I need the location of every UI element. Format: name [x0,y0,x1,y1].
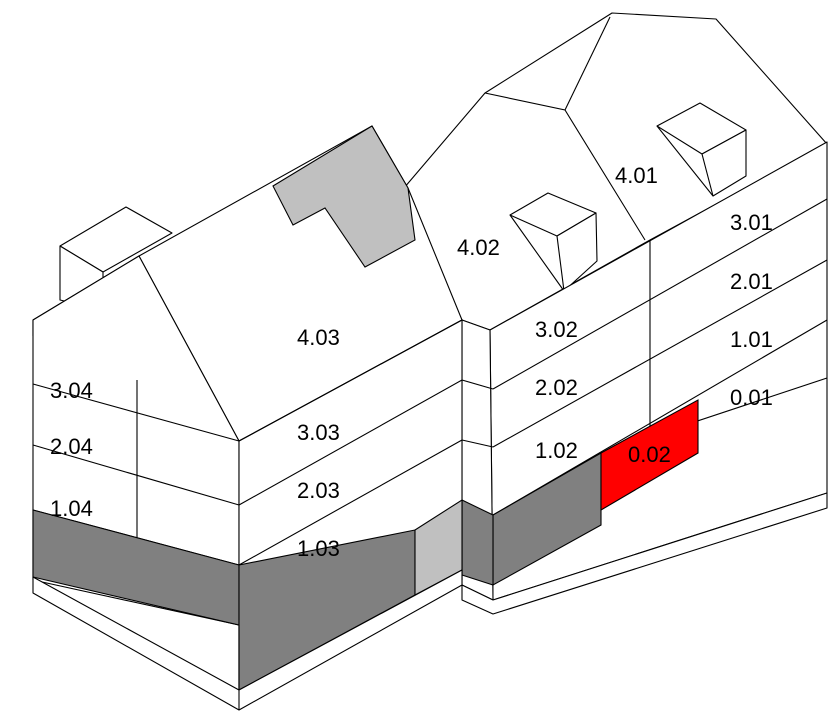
unit-4-01-label: 4.01 [615,163,658,188]
unit-1-04-label: 1.04 [50,496,93,521]
left-floor-3 [32,383,240,442]
unit-0-02-label: 0.02 [628,442,671,467]
roof-hip-line [564,16,611,111]
facade-floor-1 [238,439,463,566]
unit-1-03-label: 1.03 [297,536,340,561]
unit-0-02-highlight [600,399,699,511]
unit-3-03-label: 3.03 [297,420,340,445]
right-wing-edge-basement [461,499,494,586]
roof-skylight [272,125,416,268]
right-wing-plinth [461,492,828,615]
facade-floor-3 [238,319,463,442]
facade-floor-2 [238,379,463,506]
unit-0-01-label: 0.01 [730,385,773,410]
unit-2-02-label: 2.02 [535,375,578,400]
dormer-4-02-edge [509,214,565,292]
left-floor-2 [32,444,240,506]
unit-1-02-label: 1.02 [535,438,578,463]
dormer-4-01-edge [656,125,714,197]
unit-2-01-label: 2.01 [730,269,773,294]
dormer-4-02-front [556,212,598,292]
unit-4-02-label: 4.02 [457,235,500,260]
unit-3-01-label: 3.01 [730,210,773,235]
edge-floor-3 [461,379,494,390]
edge-floor-2 [461,439,494,448]
unit-2-03-label: 2.03 [297,478,340,503]
unit-3-04-label: 3.04 [50,378,93,403]
unit-3-02-label: 3.02 [535,317,578,342]
unit-4-03-label: 4.03 [297,325,340,350]
unit-1-01-label: 1.01 [730,327,773,352]
floor-line-3 [492,198,828,390]
unit-2-04-label: 2.04 [50,434,93,459]
dormer-4-01-front [701,129,747,197]
floor-line-2 [492,259,828,448]
